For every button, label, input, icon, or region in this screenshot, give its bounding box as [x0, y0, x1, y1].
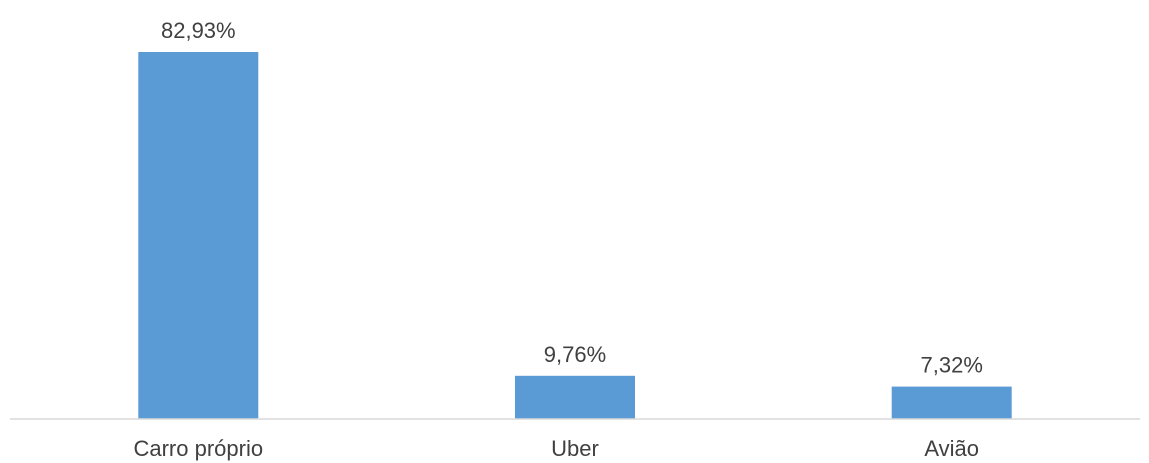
data-labels-group: 82,93% 9,76% 7,32%	[161, 18, 983, 378]
bar-carro-proprio	[138, 52, 259, 419]
category-labels-group: Carro próprio Uber Avião	[133, 436, 979, 461]
bars-group	[138, 52, 1012, 419]
data-label-carro-proprio: 82,93%	[161, 18, 236, 43]
category-label-aviao: Avião	[924, 436, 979, 461]
data-label-uber: 9,76%	[544, 342, 606, 367]
category-label-carro-proprio: Carro próprio	[133, 436, 263, 461]
category-label-uber: Uber	[551, 436, 599, 461]
bar-uber	[515, 375, 635, 419]
bar-aviao	[891, 386, 1012, 419]
data-label-aviao: 7,32%	[921, 353, 983, 378]
